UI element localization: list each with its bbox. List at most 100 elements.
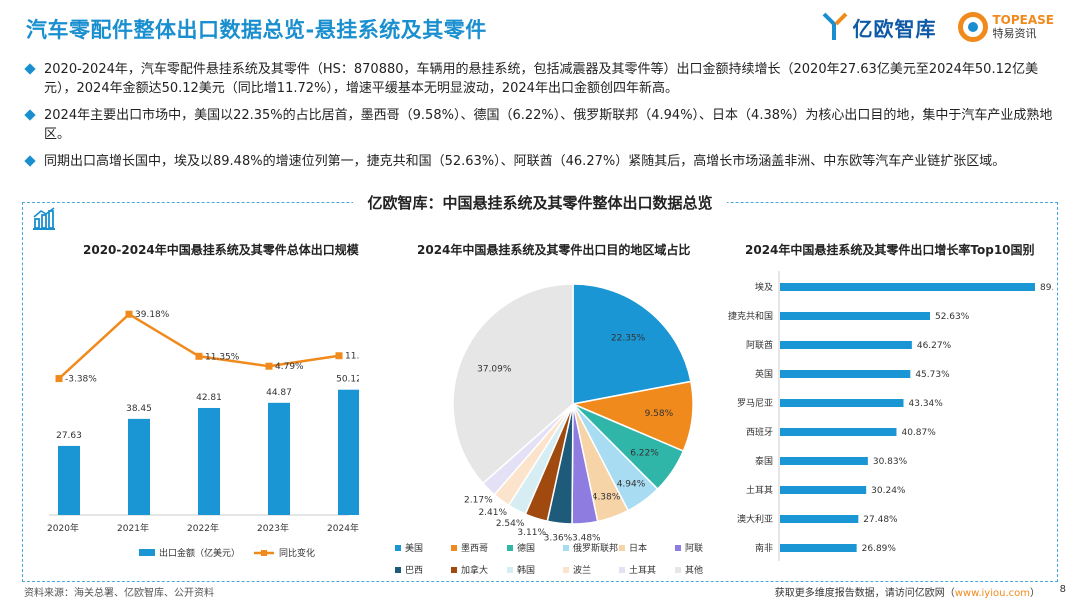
- chart2-legend-swatch: [507, 545, 513, 551]
- chart1-line-point: [195, 352, 203, 360]
- chart3-value-label: 30.83%: [873, 457, 908, 467]
- chart3-value-label: 46.27%: [917, 341, 952, 351]
- topease-logo-cn: 特易资讯: [992, 27, 1037, 40]
- chart3-category-label: 英国: [755, 368, 773, 380]
- chart2-title: 2024年中国悬挂系统及其零件出口目的地区域占比: [417, 243, 691, 257]
- chart3-value-label: 27.48%: [863, 515, 898, 525]
- chart1-bar-label: 38.45: [126, 404, 152, 414]
- chart3-bar: [780, 283, 1035, 291]
- chart2-legend-item: 墨西哥: [461, 543, 488, 554]
- chart1-line-point: [125, 310, 133, 318]
- chart1-legend-bar: 出口金额（亿美元）: [159, 547, 240, 559]
- chart3-bar: [780, 486, 867, 494]
- chart1-line-label: 11.35%: [205, 352, 240, 362]
- chart2-slice: [572, 283, 692, 405]
- chart3-category-label: 罗马尼亚: [737, 398, 773, 409]
- chart2-slice-label: 22.35%: [611, 333, 646, 343]
- chart2-slice-label: 2.54%: [496, 519, 525, 529]
- chart2-legend-swatch: [563, 545, 569, 551]
- chart2-legend-item: 加拿大: [461, 564, 488, 576]
- chart1-x-tick: 2024年: [327, 522, 359, 534]
- chart2-legend-item: 其他: [685, 564, 703, 576]
- chart2-legend-swatch: [619, 545, 625, 551]
- chart1-bar: [128, 418, 150, 515]
- panel-title: 亿欧智库：中国悬挂系统及其零件整体出口数据总览: [353, 194, 727, 212]
- chart2-legend-item: 土耳其: [629, 564, 656, 576]
- chart2-slice-label: 3.48%: [572, 534, 601, 544]
- chart1-bar: [198, 407, 220, 515]
- iyiou-logo: 亿欧智库: [822, 12, 936, 42]
- chart3-value-label: 30.24%: [871, 486, 906, 496]
- chart3-value-label: 26.89%: [862, 544, 897, 554]
- iyiou-logo-icon: [823, 12, 848, 40]
- chart3-hbar: 埃及 89.48% 捷克共和国 52.63% 阿联酋 46.27% 英国 45.73% 罗马尼亚…: [728, 271, 1053, 561]
- chart3-bar: [780, 428, 897, 436]
- chart1-line-label: 39.18%: [135, 310, 170, 320]
- footer-source: 资料来源：海关总署、亿欧智库、公开资料: [24, 588, 214, 599]
- chart1-bar-label: 27.63: [56, 431, 82, 441]
- chart2-legend-swatch: [563, 567, 569, 573]
- chart2-slice-label: 2.17%: [464, 495, 493, 505]
- chart1-bar-label: 50.12: [336, 375, 359, 385]
- chart3-bar: [780, 341, 912, 349]
- chart1-x-tick: 2022年: [187, 522, 219, 534]
- chart2-legend-swatch: [675, 567, 681, 573]
- chart3-category-label: 埃及: [755, 281, 773, 293]
- chart3-value-label: 43.34%: [909, 399, 944, 409]
- chart1-bar-label: 42.81: [196, 393, 222, 403]
- chart2-legend-item: 德国: [517, 542, 535, 554]
- chart-icon: [33, 207, 55, 230]
- chart2-legend-swatch: [395, 545, 401, 551]
- chart2-slice-label: 2.41%: [478, 508, 507, 518]
- chart-panel: 亿欧智库：中国悬挂系统及其零件整体出口数据总览 2020-2024年中国悬挂系统…: [22, 194, 1058, 582]
- chart1-x-tick: 2023年: [257, 522, 289, 534]
- chart3-value-label: 40.87%: [901, 428, 936, 438]
- chart1-x-tick: 2021年: [117, 522, 149, 534]
- chart2-slice-label: 4.94%: [617, 479, 646, 489]
- chart2-slice: [452, 283, 574, 485]
- chart2-legend-item: 波兰: [573, 564, 591, 576]
- chart3-category-label: 泰国: [755, 455, 773, 467]
- chart3-title: 2024年中国悬挂系统及其零件出口增长率Top10国别: [745, 243, 1035, 257]
- chart1-line-point: [265, 362, 273, 370]
- chart3-category-label: 南非: [755, 542, 773, 554]
- chart1-bar: [338, 389, 359, 515]
- chart1-bar-line: 27.63 2020年 38.45 2021年 42.81 2022年 44.87 2023年…: [47, 310, 359, 559]
- chart3-value-label: 52.63%: [935, 312, 970, 322]
- footer-link[interactable]: www.iyiou.com: [954, 588, 1030, 599]
- chart2-legend-swatch: [619, 567, 625, 573]
- chart2-slice-label: 6.22%: [630, 448, 659, 458]
- chart2-legend-swatch: [451, 545, 457, 551]
- topease-logo: TOPEASE 特易资讯: [958, 12, 1054, 42]
- chart2-slice-label: 9.58%: [645, 409, 674, 419]
- chart1-legend-line: 同比变化: [279, 547, 315, 559]
- chart2-legend-item: 俄罗斯联邦: [573, 542, 618, 554]
- chart2-slice-label: 37.09%: [477, 364, 512, 374]
- chart3-bar: [780, 544, 857, 552]
- chart2-legend-item: 巴西: [405, 565, 423, 576]
- chart1-legend-bar-swatch: [139, 549, 155, 556]
- chart1-line-label: -3.38%: [65, 375, 97, 385]
- chart3-category-label: 捷克共和国: [728, 310, 773, 322]
- chart1-x-tick: 2020年: [47, 522, 79, 534]
- logo-group: 亿欧智库 TOPEASE 特易资讯: [822, 12, 1054, 42]
- chart3-category-label: 西班牙: [746, 426, 773, 438]
- topease-logo-en: TOPEASE: [992, 13, 1054, 27]
- chart3-bar: [780, 312, 930, 320]
- chart3-bar: [780, 457, 868, 465]
- summary-bullets: 2020-2024年，汽车零配件悬挂系统及其零件（HS：870880，车辆用的悬…: [24, 60, 1060, 179]
- chart2-slice-label: 4.38%: [592, 493, 621, 503]
- chart1-bar: [58, 445, 80, 515]
- chart1-bar-label: 44.87: [266, 388, 292, 398]
- chart3-value-label: 45.73%: [915, 370, 950, 380]
- chart2-slice-label: 3.11%: [517, 528, 546, 538]
- chart1-line-point: [55, 375, 63, 383]
- chart3-bar: [780, 399, 904, 407]
- chart1-title: 2020-2024年中国悬挂系统及其零件总体出口规模: [83, 243, 359, 257]
- chart2-legend-item: 阿联酋: [685, 542, 703, 554]
- chart2-slice-label: 3.36%: [544, 534, 573, 544]
- chart1-bar: [268, 402, 290, 515]
- chart3-bar: [780, 370, 911, 378]
- chart2-legend-swatch: [507, 567, 513, 573]
- page-title: 汽车零配件整体出口数据总览-悬挂系统及其零件: [26, 18, 487, 42]
